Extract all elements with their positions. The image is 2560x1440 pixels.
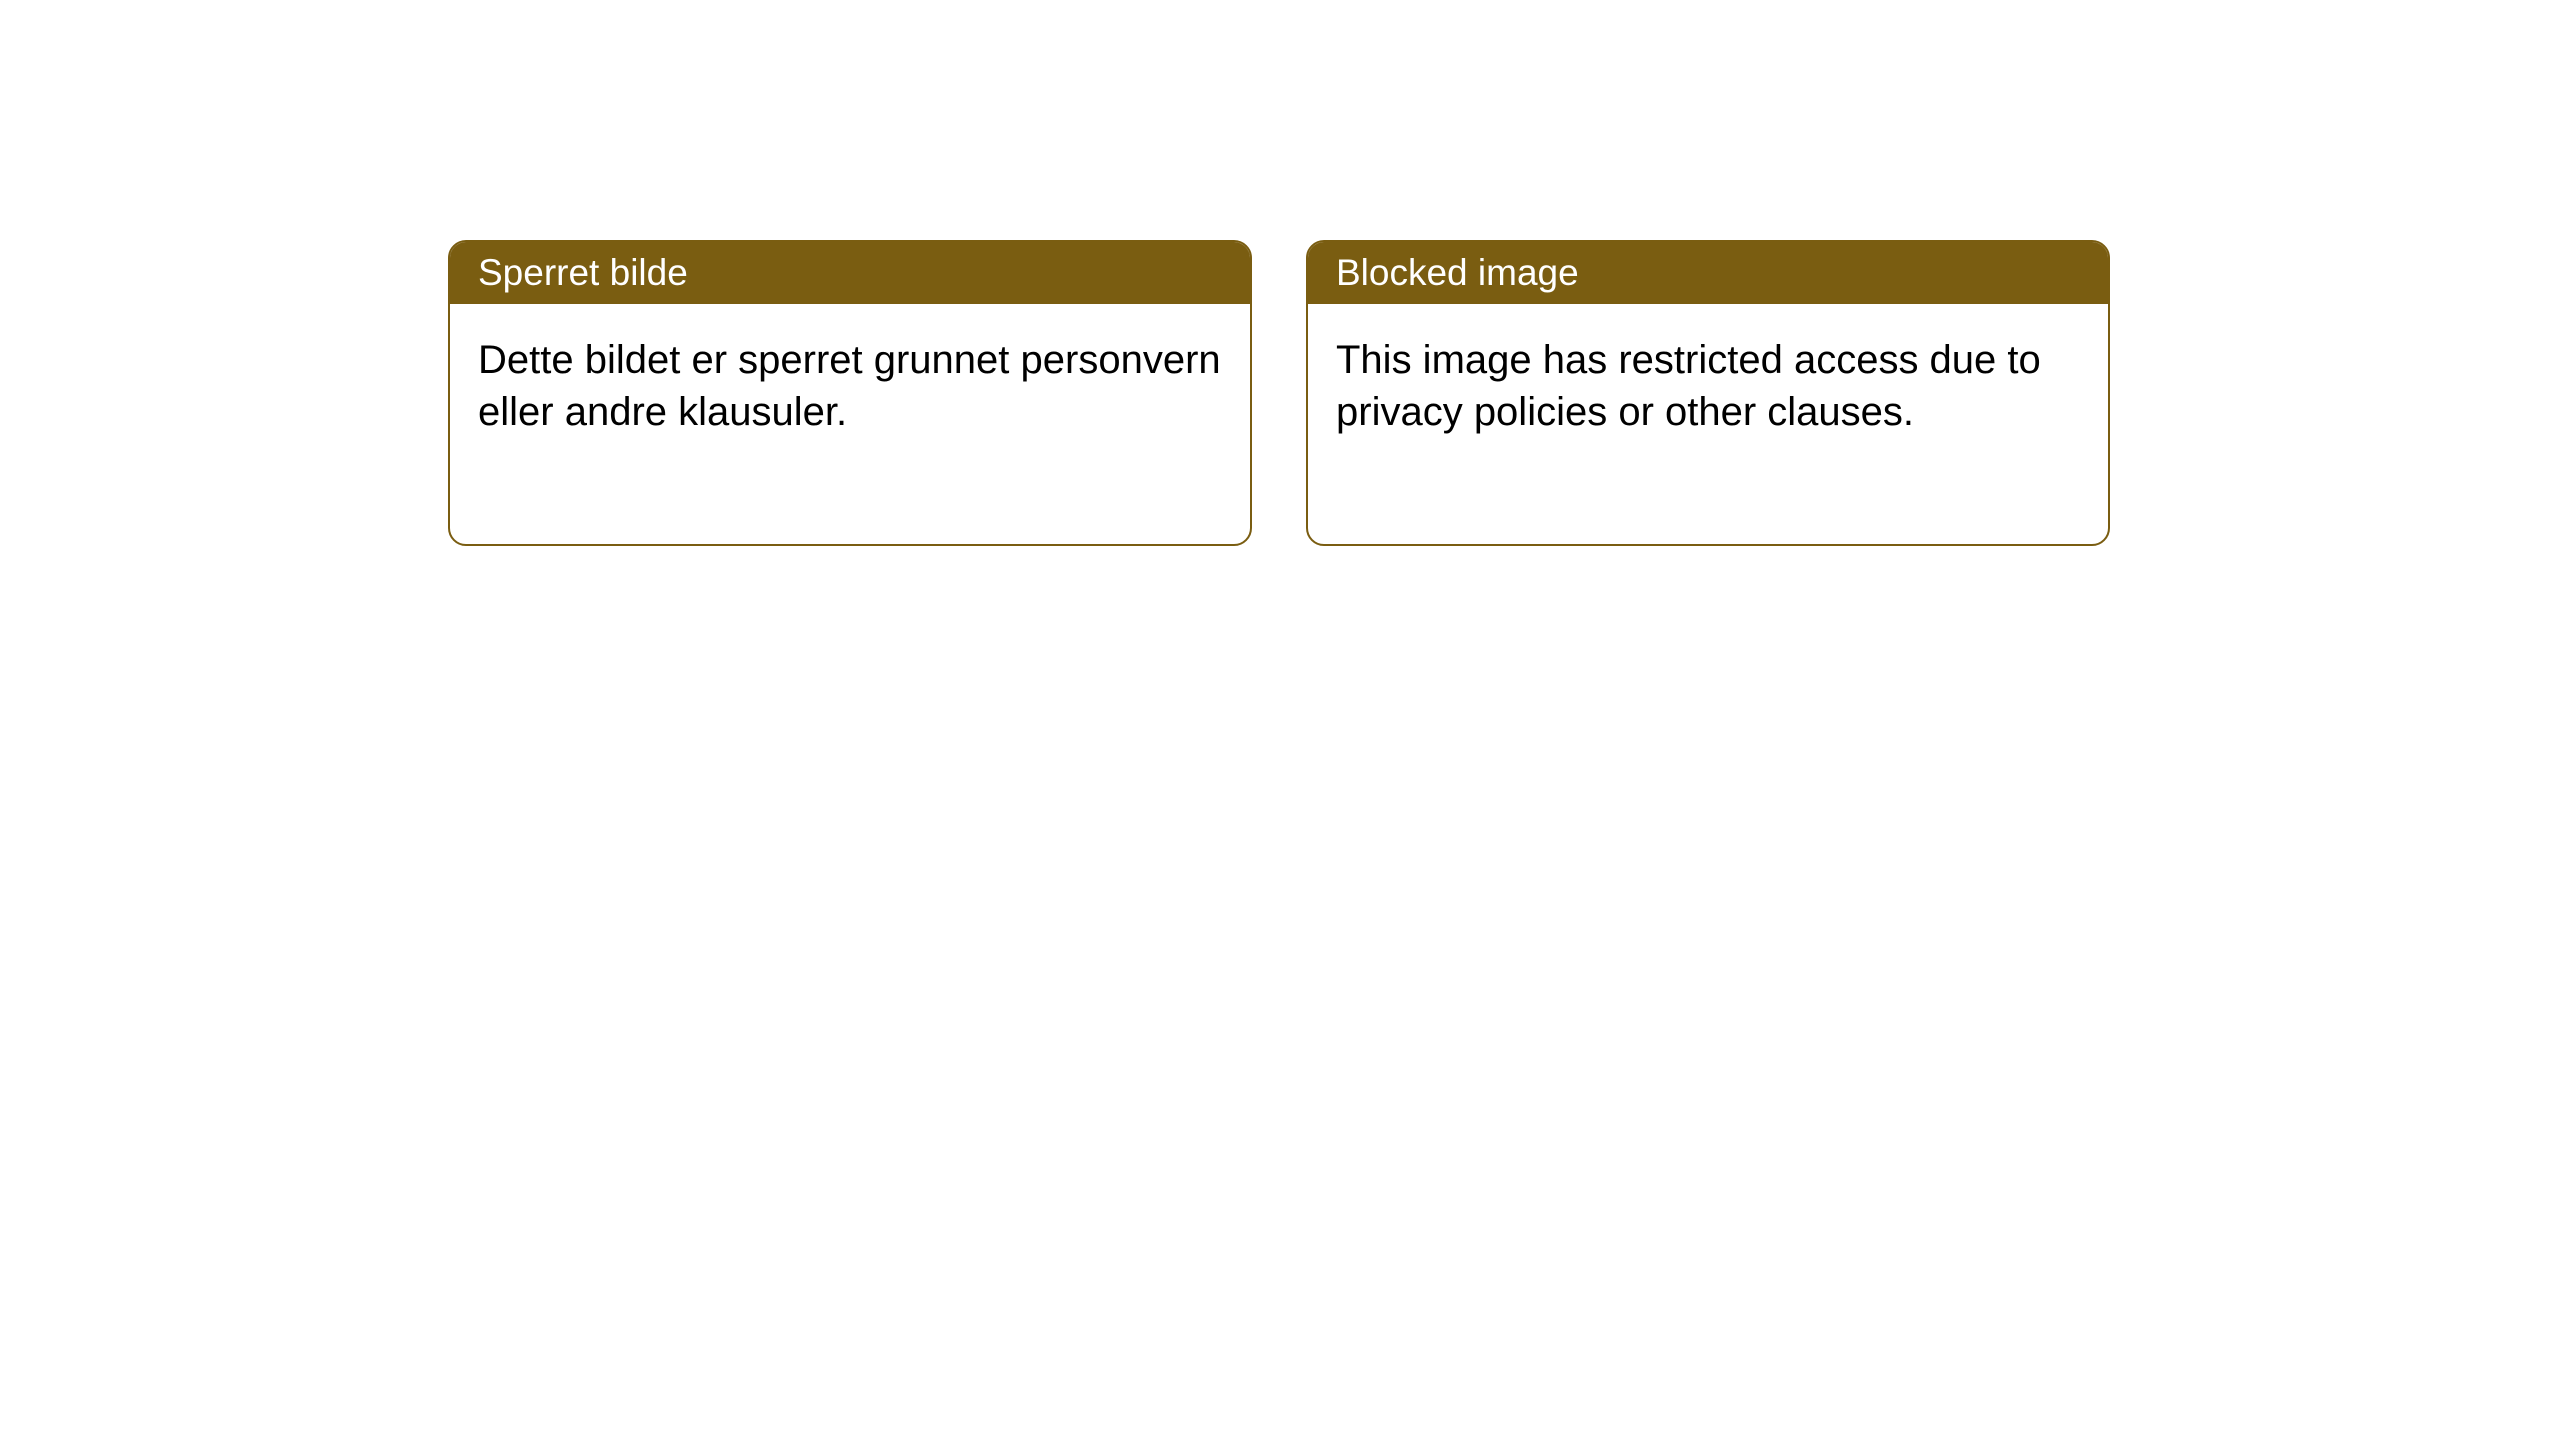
notice-body: This image has restricted access due to …: [1308, 304, 2108, 544]
notice-body: Dette bildet er sperret grunnet personve…: [450, 304, 1250, 544]
notice-header: Sperret bilde: [450, 242, 1250, 304]
notice-container: Sperret bilde Dette bildet er sperret gr…: [448, 240, 2110, 546]
notice-box-english: Blocked image This image has restricted …: [1306, 240, 2110, 546]
notice-body-text: Dette bildet er sperret grunnet personve…: [478, 338, 1221, 434]
notice-box-norwegian: Sperret bilde Dette bildet er sperret gr…: [448, 240, 1252, 546]
notice-body-text: This image has restricted access due to …: [1336, 338, 2041, 434]
notice-header: Blocked image: [1308, 242, 2108, 304]
notice-title: Sperret bilde: [478, 252, 688, 293]
notice-title: Blocked image: [1336, 252, 1579, 293]
